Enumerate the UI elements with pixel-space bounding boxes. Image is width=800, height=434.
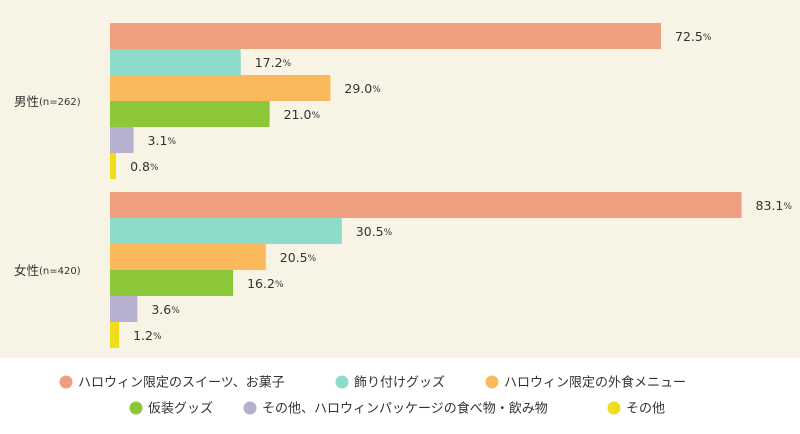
data-label-unit: % [311, 111, 320, 121]
data-label-unit: % [384, 228, 393, 238]
data-label: 20.5% [280, 250, 317, 265]
legend-label: ハロウィン限定の外食メニュー [504, 375, 686, 391]
data-label-unit: % [275, 280, 284, 290]
data-label: 3.6% [151, 302, 180, 317]
legend-label: ハロウィン限定のスイーツ、お菓子 [78, 376, 285, 391]
data-label-value: 30.5 [356, 224, 384, 239]
group-label: 男性(n=262) [14, 94, 81, 109]
data-label-unit: % [703, 33, 712, 43]
group-name: 男性 [14, 94, 39, 109]
legend-marker [335, 375, 349, 389]
data-label-value: 1.2 [133, 328, 153, 343]
bar [110, 101, 270, 127]
legend-marker [485, 375, 499, 389]
data-label-value: 21.0 [284, 107, 312, 122]
data-label-value: 16.2 [247, 276, 275, 291]
legend-label: 仮装グッズ [148, 401, 213, 417]
legend-label: その他、ハロウィンパッケージの食べ物・飲み物 [262, 401, 548, 417]
legend-label: その他 [626, 402, 665, 417]
data-label: 83.1% [756, 198, 793, 213]
legend-svg: ハロウィン限定のスイーツ、お菓子 飾り付けグッズ ハロウィン限定の外食メニュー仮装グ… [59, 375, 686, 417]
bar [110, 153, 117, 179]
data-label-value: 83.1 [756, 198, 784, 213]
bar [110, 75, 331, 101]
data-label-unit: % [171, 306, 180, 316]
data-label-value: 3.1 [148, 133, 168, 148]
data-label: 3.1% [148, 133, 177, 148]
data-label: 72.5% [675, 29, 712, 44]
bar [110, 192, 742, 218]
data-label: 21.0% [284, 107, 321, 122]
data-label-unit: % [308, 254, 317, 264]
legend-marker [607, 401, 621, 415]
chart-legend: ハロウィン限定のスイーツ、お菓子 飾り付けグッズ ハロウィン限定の外食メニュー仮装グ… [0, 358, 800, 430]
bar [110, 322, 120, 348]
group-label: 女性(n=420) [14, 263, 81, 278]
legend-label: 飾り付けグッズ [354, 375, 445, 391]
data-label-value: 0.8 [130, 159, 150, 174]
data-label-unit: % [153, 332, 162, 342]
data-label-value: 17.2 [255, 55, 283, 70]
group-name: 女性 [14, 263, 39, 278]
legend-marker [59, 375, 73, 389]
bar [110, 296, 138, 322]
data-label-value: 20.5 [280, 250, 308, 265]
data-label-unit: % [372, 85, 381, 95]
bar [110, 127, 134, 153]
bar-chart: 男性(n=262)72.5%17.2%29.0%21.0%3.1%0.8%女性(… [14, 23, 793, 348]
data-label-value: 3.6 [151, 302, 171, 317]
group-n: (n=420) [39, 266, 81, 277]
bar [110, 270, 234, 296]
data-label: 30.5% [356, 224, 393, 239]
data-label: 1.2% [133, 328, 162, 343]
bar [110, 49, 241, 75]
bar [110, 23, 661, 49]
data-label-unit: % [167, 137, 176, 147]
data-label: 16.2% [247, 276, 284, 291]
data-label-value: 72.5 [675, 29, 703, 44]
bar [110, 244, 266, 270]
group-n: (n=262) [39, 97, 81, 108]
data-label-value: 29.0 [344, 81, 372, 96]
data-label-unit: % [283, 59, 292, 69]
data-label: 29.0% [344, 81, 381, 96]
legend-marker [243, 401, 257, 415]
legend-marker [129, 401, 143, 415]
data-label: 17.2% [255, 55, 292, 70]
bar [110, 218, 342, 244]
data-label: 0.8% [130, 159, 159, 174]
data-label-unit: % [783, 202, 792, 212]
chart-area: 男性(n=262) 72.5% 17.2% 29.0% 21.0% 3.1% 0.8% 女性(… [0, 0, 800, 358]
data-label-unit: % [150, 163, 159, 173]
